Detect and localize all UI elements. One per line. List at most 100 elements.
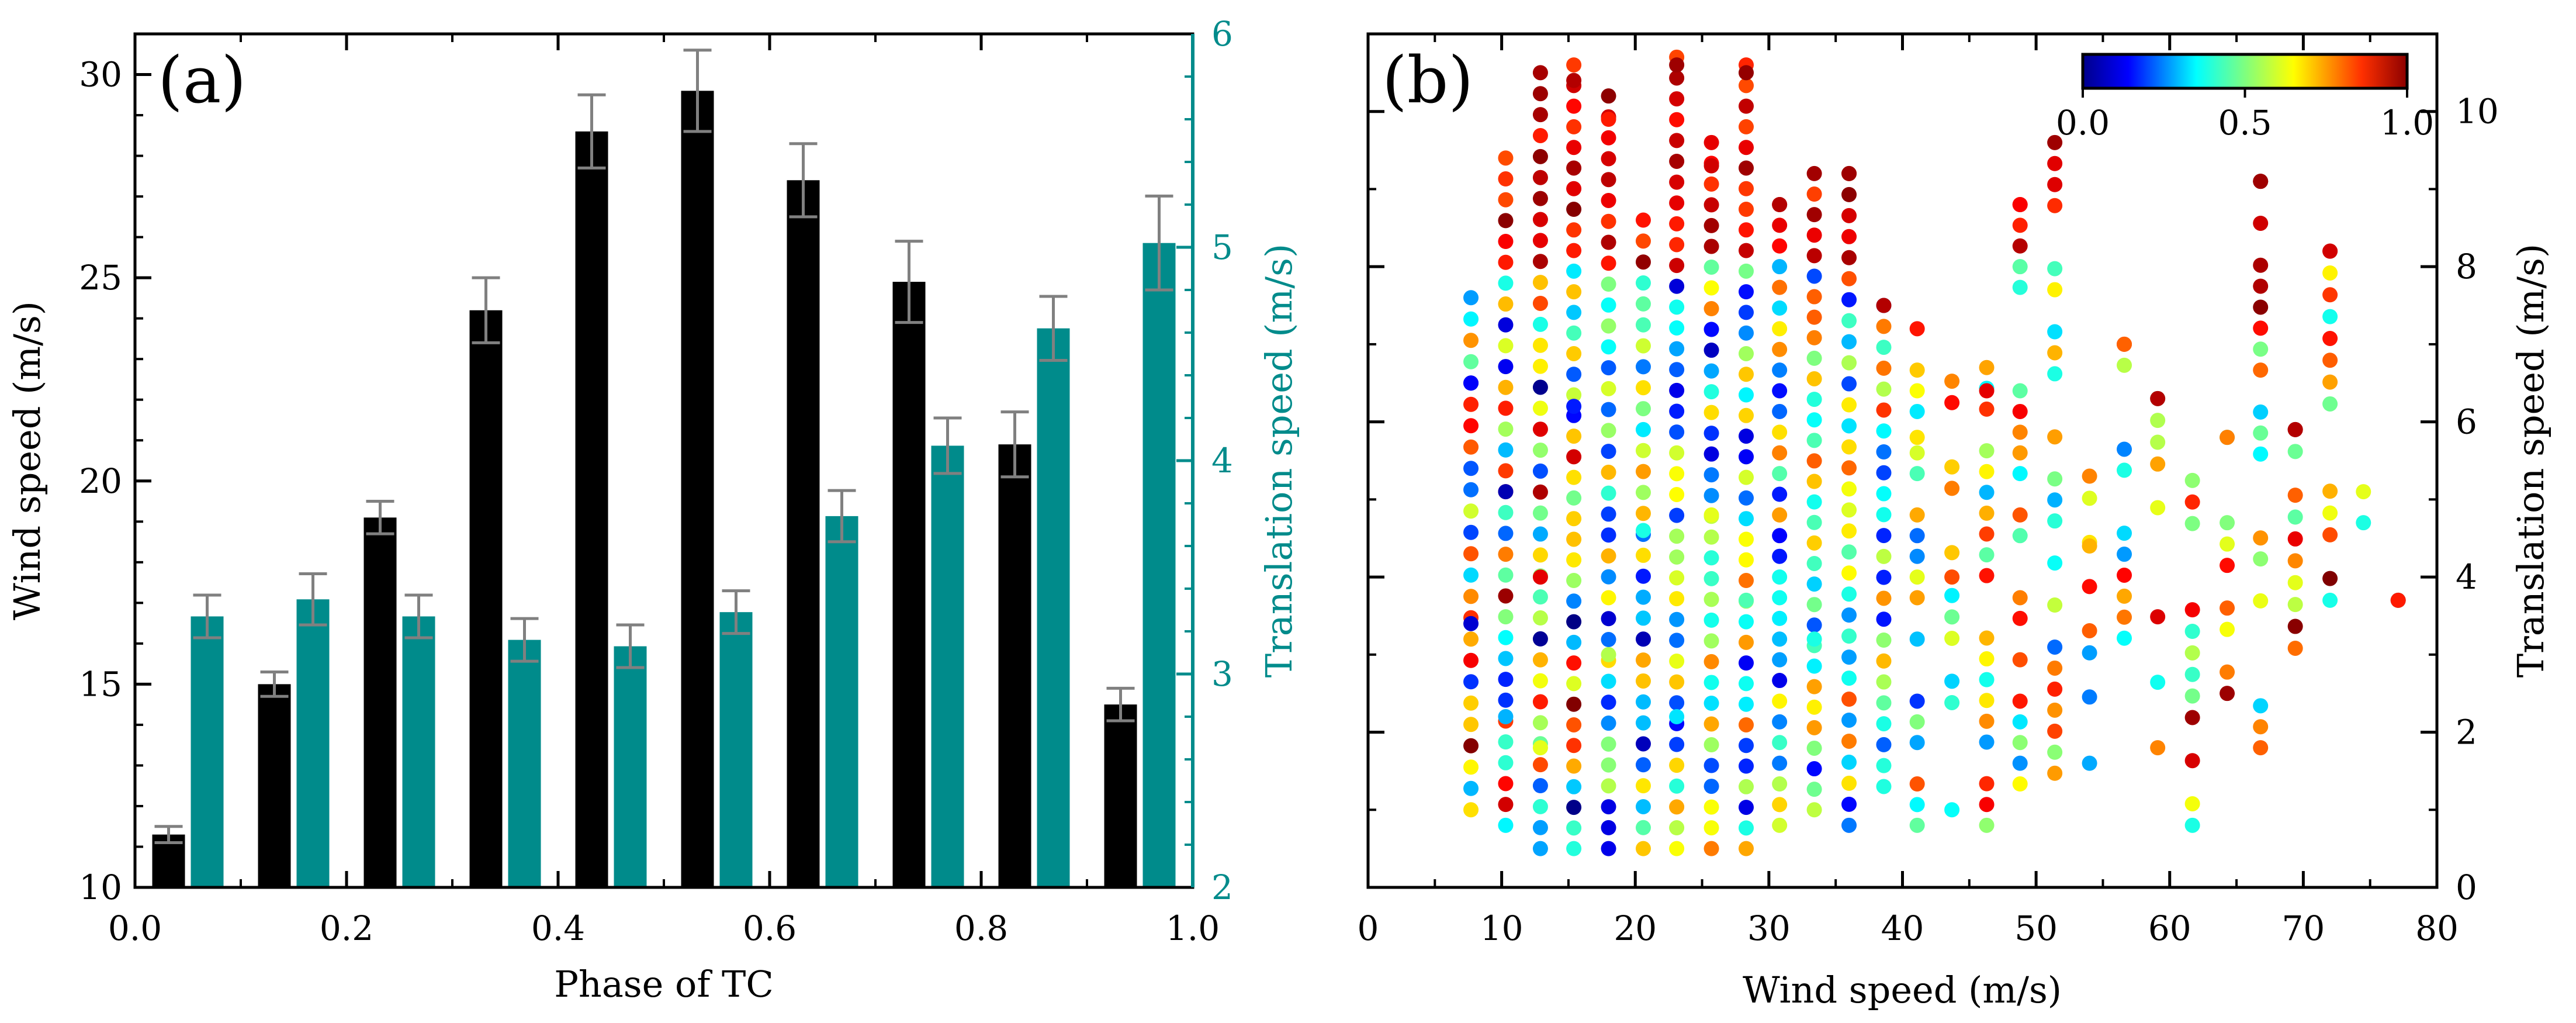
scatter-point [1635, 380, 1651, 396]
scatter-point [2253, 341, 2269, 357]
scatter-point [1532, 589, 1548, 605]
scatter-point [2047, 492, 2063, 508]
scatter-point [1498, 776, 1514, 792]
scatter-point [1635, 589, 1651, 605]
translation-bar [191, 616, 224, 887]
scatter-point [1498, 213, 1514, 229]
scatter-point [1704, 612, 1719, 628]
scatter-point [1566, 202, 1582, 217]
translation-bar [402, 616, 435, 887]
y2-tick-label: 4 [1211, 441, 1233, 481]
scatter-point [1739, 202, 1754, 217]
scatter-point [1876, 737, 1892, 752]
x-tick-label: 50 [2014, 908, 2058, 948]
scatter-point [1635, 673, 1651, 689]
scatter-point [1669, 341, 1685, 357]
scatter-point [2012, 755, 2028, 771]
scatter-point [1532, 421, 1548, 437]
scatter-point [1669, 737, 1685, 752]
scatter-point [1498, 442, 1514, 458]
scatter-point [1498, 234, 1514, 250]
scatter-point [2220, 430, 2235, 445]
scatter-point [1909, 383, 1925, 399]
scatter-point [1498, 797, 1514, 813]
scatter-point [1601, 647, 1616, 662]
scatter-point [1601, 590, 1616, 606]
scatter-point [1909, 507, 1925, 523]
scatter-point [1463, 631, 1479, 647]
scatter-point [1772, 424, 1788, 440]
scatter-point [1739, 655, 1754, 671]
scatter-point [1601, 172, 1616, 188]
scatter-point [1704, 507, 1719, 523]
scatter-point [2012, 383, 2028, 399]
scatter-point [1566, 72, 1582, 88]
scatter-point [2184, 494, 2200, 510]
scatter-point [1841, 544, 1857, 560]
scatter-point [1669, 258, 1685, 274]
scatter-point [1601, 757, 1616, 773]
scatter-point [1532, 715, 1548, 731]
scatter-point [1772, 507, 1788, 523]
scatter-point [2322, 505, 2338, 521]
scatter-point [2117, 567, 2132, 583]
scatter-point [1601, 736, 1616, 752]
scatter-point [1979, 547, 1995, 563]
y2-tick-label: 6 [1211, 14, 1233, 54]
scatter-point [1669, 528, 1685, 544]
scatter-point [2047, 639, 2063, 655]
scatter-point [1532, 316, 1548, 332]
scatter-point [2047, 513, 2063, 529]
scatter-point [1532, 212, 1548, 227]
scatter-point [1704, 488, 1719, 503]
scatter-point [2047, 134, 2063, 150]
scatter-point [1909, 528, 1925, 544]
wind-bar [258, 684, 291, 887]
scatter-point [1635, 233, 1651, 249]
scatter-point [2253, 551, 2269, 567]
scatter-point [1532, 673, 1548, 689]
scatter-point [2356, 515, 2371, 531]
panel-b-x-axis-label: Wind speed (m/s) [1743, 969, 2062, 1011]
scatter-point [1739, 78, 1754, 94]
scatter-point [1532, 254, 1548, 269]
scatter-point [1566, 614, 1582, 630]
scatter-point [1876, 716, 1892, 732]
scatter-point [1841, 481, 1857, 497]
scatter-point [1806, 658, 1822, 674]
scatter-point [1739, 160, 1754, 176]
scatter-point [1944, 569, 1960, 585]
x-tick-label: 1.0 [1166, 908, 1220, 948]
scatter-point [2012, 466, 2028, 482]
scatter-point [1601, 673, 1616, 689]
scatter-point [1704, 633, 1719, 649]
scatter-point [1772, 631, 1788, 647]
scatter-point [2322, 483, 2338, 499]
scatter-point [1704, 343, 1719, 358]
scatter-point [1806, 494, 1822, 510]
scatter-point [2117, 526, 2132, 541]
scatter-point [1806, 350, 1822, 366]
scatter-point [1772, 652, 1788, 668]
scatter-point [2012, 279, 2028, 295]
scatter-point [1704, 405, 1719, 420]
scatter-point [1601, 234, 1616, 250]
scatter-point [1909, 714, 1925, 730]
scatter-point [1772, 755, 1788, 771]
scatter-point [1876, 674, 1892, 690]
scatter-point [1806, 248, 1822, 264]
scatter-point [1739, 738, 1754, 754]
scatter-point [1772, 259, 1788, 275]
scatter-point [1772, 693, 1788, 709]
y-tick-label: 10 [2456, 92, 2499, 132]
scatter-point [1876, 695, 1892, 711]
scatter-point [1532, 86, 1548, 102]
scatter-point [1979, 360, 1995, 375]
scatter-point [2047, 155, 2063, 171]
scatter-point [1669, 174, 1685, 190]
scatter-point [1704, 322, 1719, 337]
scatter-point [2253, 299, 2269, 315]
scatter-point [1841, 313, 1857, 329]
scatter-point [2322, 396, 2338, 412]
scatter-point [1909, 466, 1925, 482]
